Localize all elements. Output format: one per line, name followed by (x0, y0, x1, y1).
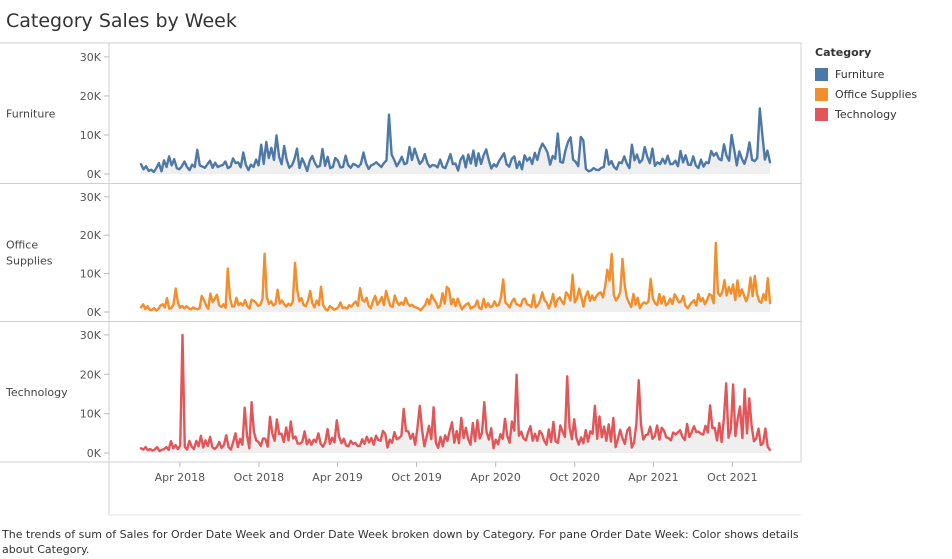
y-tick-label: 30K (80, 191, 102, 204)
series-line-technology (139, 333, 772, 453)
x-tick-label: Apr 2018 (155, 471, 206, 484)
legend-item-office-supplies[interactable]: Office Supplies (815, 84, 917, 104)
legend-swatch-office-supplies (815, 87, 828, 101)
pane-furniture: Furniture 0K 10K 20K 30K (6, 51, 772, 181)
x-tick-label: Oct 2018 (234, 471, 285, 484)
y-tick-label: 20K (80, 368, 102, 381)
legend-title: Category (815, 46, 872, 59)
y-tick-label: 30K (80, 51, 102, 64)
x-axis: Apr 2018 Oct 2018 Apr 2019 Oct 2019 Apr 2020… (155, 462, 758, 484)
x-tick-label: Oct 2019 (391, 471, 442, 484)
legend-item-furniture[interactable]: Furniture (815, 64, 917, 84)
x-tick-label: Apr 2021 (628, 471, 679, 484)
chart-title: Category Sales by Week (6, 10, 237, 32)
pane-office-supplies: Office Supplies 0K 10K 20K 30K (0, 183, 801, 319)
y-tick-label: 10K (80, 268, 102, 281)
x-tick-label: Apr 2019 (312, 471, 363, 484)
legend-label: Furniture (835, 67, 885, 81)
y-tick-label: 30K (80, 329, 102, 342)
pane-label-technology: Technology (5, 386, 68, 399)
y-tick-label: 0K (87, 306, 102, 319)
legend-label: Office Supplies (835, 87, 918, 101)
legend-swatch-furniture (815, 67, 828, 81)
y-tick-label: 10K (80, 129, 102, 142)
series-area-technology (141, 334, 770, 453)
panes: Furniture 0K 10K 20K 30K Office Supplies 0K 10K 2… (0, 51, 801, 460)
x-tick-label: Apr 2020 (470, 471, 521, 484)
series-line-furniture (139, 107, 772, 174)
y-tick-label: 20K (80, 229, 102, 242)
y-tick-label: 10K (80, 408, 102, 421)
series-line-office-supplies (139, 241, 772, 312)
x-tick-label: Oct 2020 (549, 471, 600, 484)
chart-frame (0, 42, 802, 516)
pane-label-furniture: Furniture (6, 108, 56, 121)
x-tick-label: Oct 2021 (707, 471, 758, 484)
y-tick-label: 20K (80, 90, 102, 103)
chart: Furniture 0K 10K 20K 30K Office Supplies 0K 10K 2… (0, 42, 802, 516)
legend-label: Technology (835, 107, 897, 121)
chart-caption: The trends of sum of Sales for Order Dat… (2, 528, 799, 556)
legend: Category Furniture Office Supplies Techn… (815, 46, 917, 124)
pane-technology: Technology 0K 10K 20K 30K (0, 321, 801, 460)
legend-item-technology[interactable]: Technology (815, 104, 917, 124)
pane-label-office-supplies: Office Supplies (6, 239, 53, 268)
y-tick-label: 0K (87, 447, 102, 460)
legend-swatch-technology (815, 107, 828, 121)
y-tick-label: 0K (87, 168, 102, 181)
